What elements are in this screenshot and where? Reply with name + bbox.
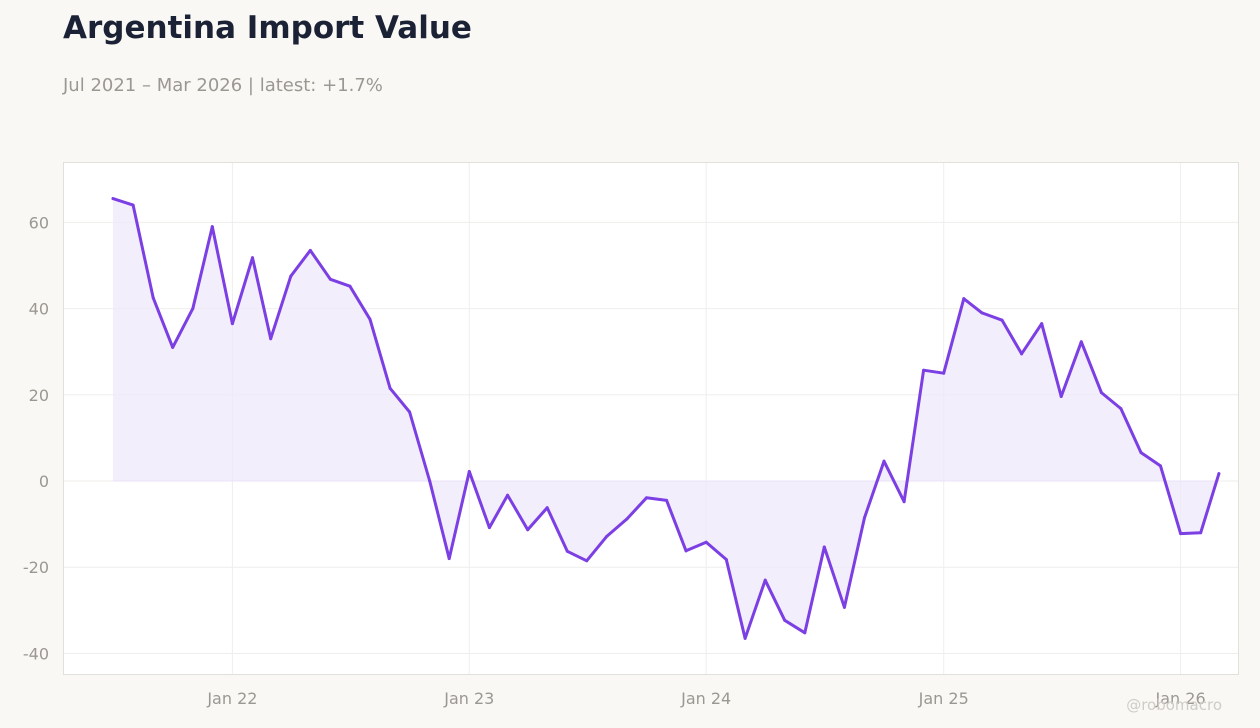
x-tick-label: Jan 22 — [206, 689, 257, 708]
data-point — [1020, 352, 1024, 356]
data-point — [803, 631, 807, 635]
data-point — [882, 459, 886, 463]
data-point — [684, 549, 688, 553]
data-point — [704, 540, 708, 544]
data-point — [1099, 391, 1103, 395]
data-points — [111, 197, 1221, 640]
data-point — [506, 493, 510, 497]
data-point — [625, 517, 629, 521]
data-point — [942, 371, 946, 375]
data-point — [822, 545, 826, 549]
chart-subtitle: Jul 2021 – Mar 2026 | latest: +1.7% — [63, 75, 383, 96]
y-tick-label: 20 — [29, 386, 49, 405]
data-point — [1119, 407, 1123, 411]
y-tick-label: 0 — [39, 472, 49, 491]
data-point — [1059, 395, 1063, 399]
data-point — [545, 506, 549, 510]
data-point — [388, 386, 392, 390]
data-point — [962, 297, 966, 301]
y-tick-label: -40 — [23, 644, 49, 663]
chart-title: Argentina Import Value — [63, 10, 472, 46]
y-tick-label: -20 — [23, 558, 49, 577]
data-point — [251, 256, 255, 260]
data-point — [863, 516, 867, 520]
data-point — [368, 317, 372, 321]
data-point — [1199, 531, 1203, 535]
data-point — [428, 479, 432, 483]
data-point — [783, 618, 787, 622]
data-point — [922, 368, 926, 372]
watermark: @robomacro — [1126, 696, 1222, 714]
data-point — [842, 605, 846, 609]
x-tick-label: Jan 26 — [1155, 689, 1206, 708]
data-point — [1040, 322, 1044, 326]
data-point — [1158, 464, 1162, 468]
y-tick-label: 60 — [29, 213, 49, 232]
data-point — [289, 274, 293, 278]
data-point — [230, 322, 234, 326]
data-point — [644, 496, 648, 500]
data-point — [1179, 532, 1183, 536]
data-point — [467, 470, 471, 474]
data-point — [902, 500, 906, 504]
x-tick-label: Jan 24 — [680, 689, 731, 708]
y-tick-label: 40 — [29, 300, 49, 319]
x-tick-label: Jan 25 — [918, 689, 969, 708]
y-axis-ticks: -40 -20 0 20 40 60 — [23, 213, 49, 663]
data-point — [526, 528, 530, 532]
data-point — [111, 197, 115, 201]
data-point — [487, 526, 491, 530]
data-point — [665, 498, 669, 502]
data-point — [171, 345, 175, 349]
data-point — [605, 534, 609, 538]
data-point — [724, 557, 728, 561]
data-point — [743, 636, 747, 640]
data-point — [1079, 340, 1083, 344]
data-point — [565, 549, 569, 553]
data-point — [151, 296, 155, 300]
data-point — [131, 203, 135, 207]
plot-border — [63, 162, 1239, 675]
data-point — [308, 248, 312, 252]
data-point — [1217, 472, 1221, 476]
data-point — [210, 225, 214, 229]
data-point — [1000, 318, 1004, 322]
data-point — [348, 284, 352, 288]
data-point — [447, 557, 451, 561]
x-tick-label: Jan 23 — [443, 689, 494, 708]
data-point — [408, 410, 412, 414]
data-point — [585, 559, 589, 563]
data-point — [763, 578, 767, 582]
data-point — [269, 337, 273, 341]
data-point — [328, 277, 332, 281]
data-point — [1139, 451, 1143, 455]
data-point — [980, 311, 984, 315]
series-area-fill — [113, 198, 1219, 639]
x-axis-ticks: Jan 22 Jan 23 Jan 24 Jan 25 Jan 26 — [206, 689, 1205, 708]
data-point — [191, 307, 195, 311]
